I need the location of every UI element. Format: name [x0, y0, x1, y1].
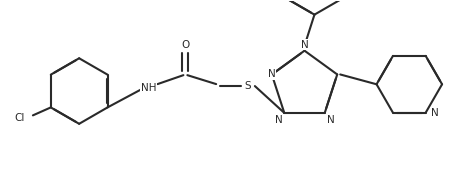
Text: NH: NH — [140, 83, 156, 93]
Text: N: N — [268, 69, 275, 80]
Text: N: N — [326, 115, 334, 125]
Text: Cl: Cl — [15, 113, 25, 123]
Text: N: N — [274, 115, 282, 125]
Text: N: N — [430, 108, 437, 118]
Text: N: N — [300, 40, 308, 50]
Text: S: S — [244, 81, 251, 91]
Text: O: O — [181, 40, 189, 50]
